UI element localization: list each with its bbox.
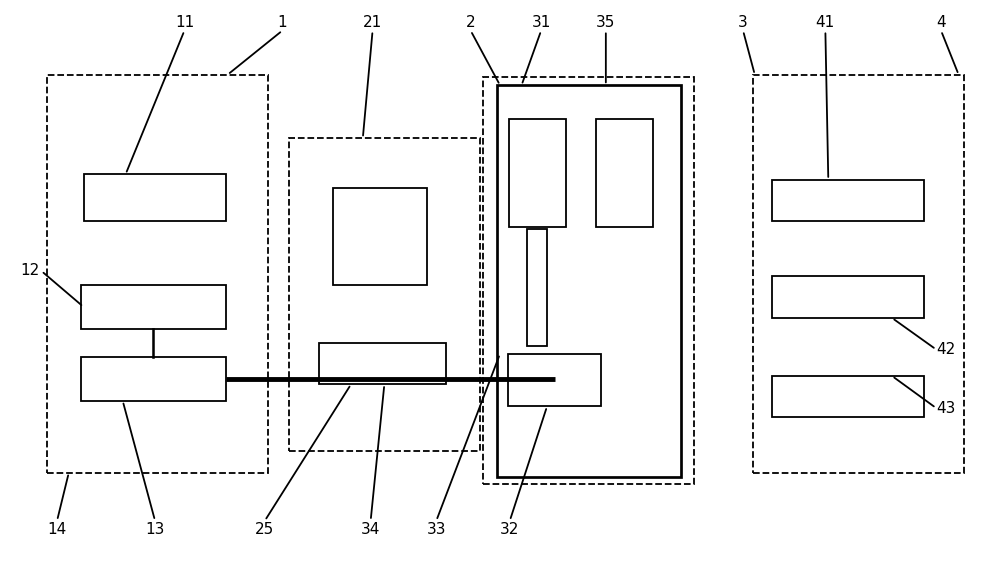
Text: 13: 13: [145, 522, 165, 537]
Bar: [596, 119, 653, 227]
Text: 35: 35: [596, 15, 616, 30]
Bar: [81, 356, 226, 401]
Text: 4: 4: [936, 15, 946, 30]
Bar: [81, 285, 226, 329]
Text: 32: 32: [500, 522, 519, 537]
Bar: [289, 138, 480, 451]
Text: 43: 43: [936, 400, 956, 416]
Bar: [772, 180, 924, 221]
Text: 1: 1: [278, 15, 287, 30]
Bar: [772, 276, 924, 318]
Text: 31: 31: [531, 15, 551, 30]
Text: 3: 3: [738, 15, 748, 30]
Bar: [497, 85, 681, 477]
Bar: [47, 75, 268, 473]
Text: 25: 25: [255, 522, 274, 537]
Bar: [84, 174, 226, 221]
Text: 12: 12: [20, 263, 39, 279]
Text: 2: 2: [466, 15, 475, 30]
Bar: [753, 75, 964, 473]
Bar: [333, 188, 427, 285]
Bar: [509, 119, 566, 227]
Bar: [319, 343, 446, 384]
Text: 42: 42: [936, 342, 956, 357]
Bar: [483, 77, 694, 484]
Text: 11: 11: [175, 15, 194, 30]
Text: 21: 21: [363, 15, 382, 30]
Bar: [508, 354, 601, 406]
Text: 14: 14: [47, 522, 67, 537]
Bar: [527, 230, 547, 346]
Bar: [772, 376, 924, 417]
Text: 34: 34: [361, 522, 380, 537]
Text: 33: 33: [427, 522, 446, 537]
Text: 41: 41: [816, 15, 835, 30]
